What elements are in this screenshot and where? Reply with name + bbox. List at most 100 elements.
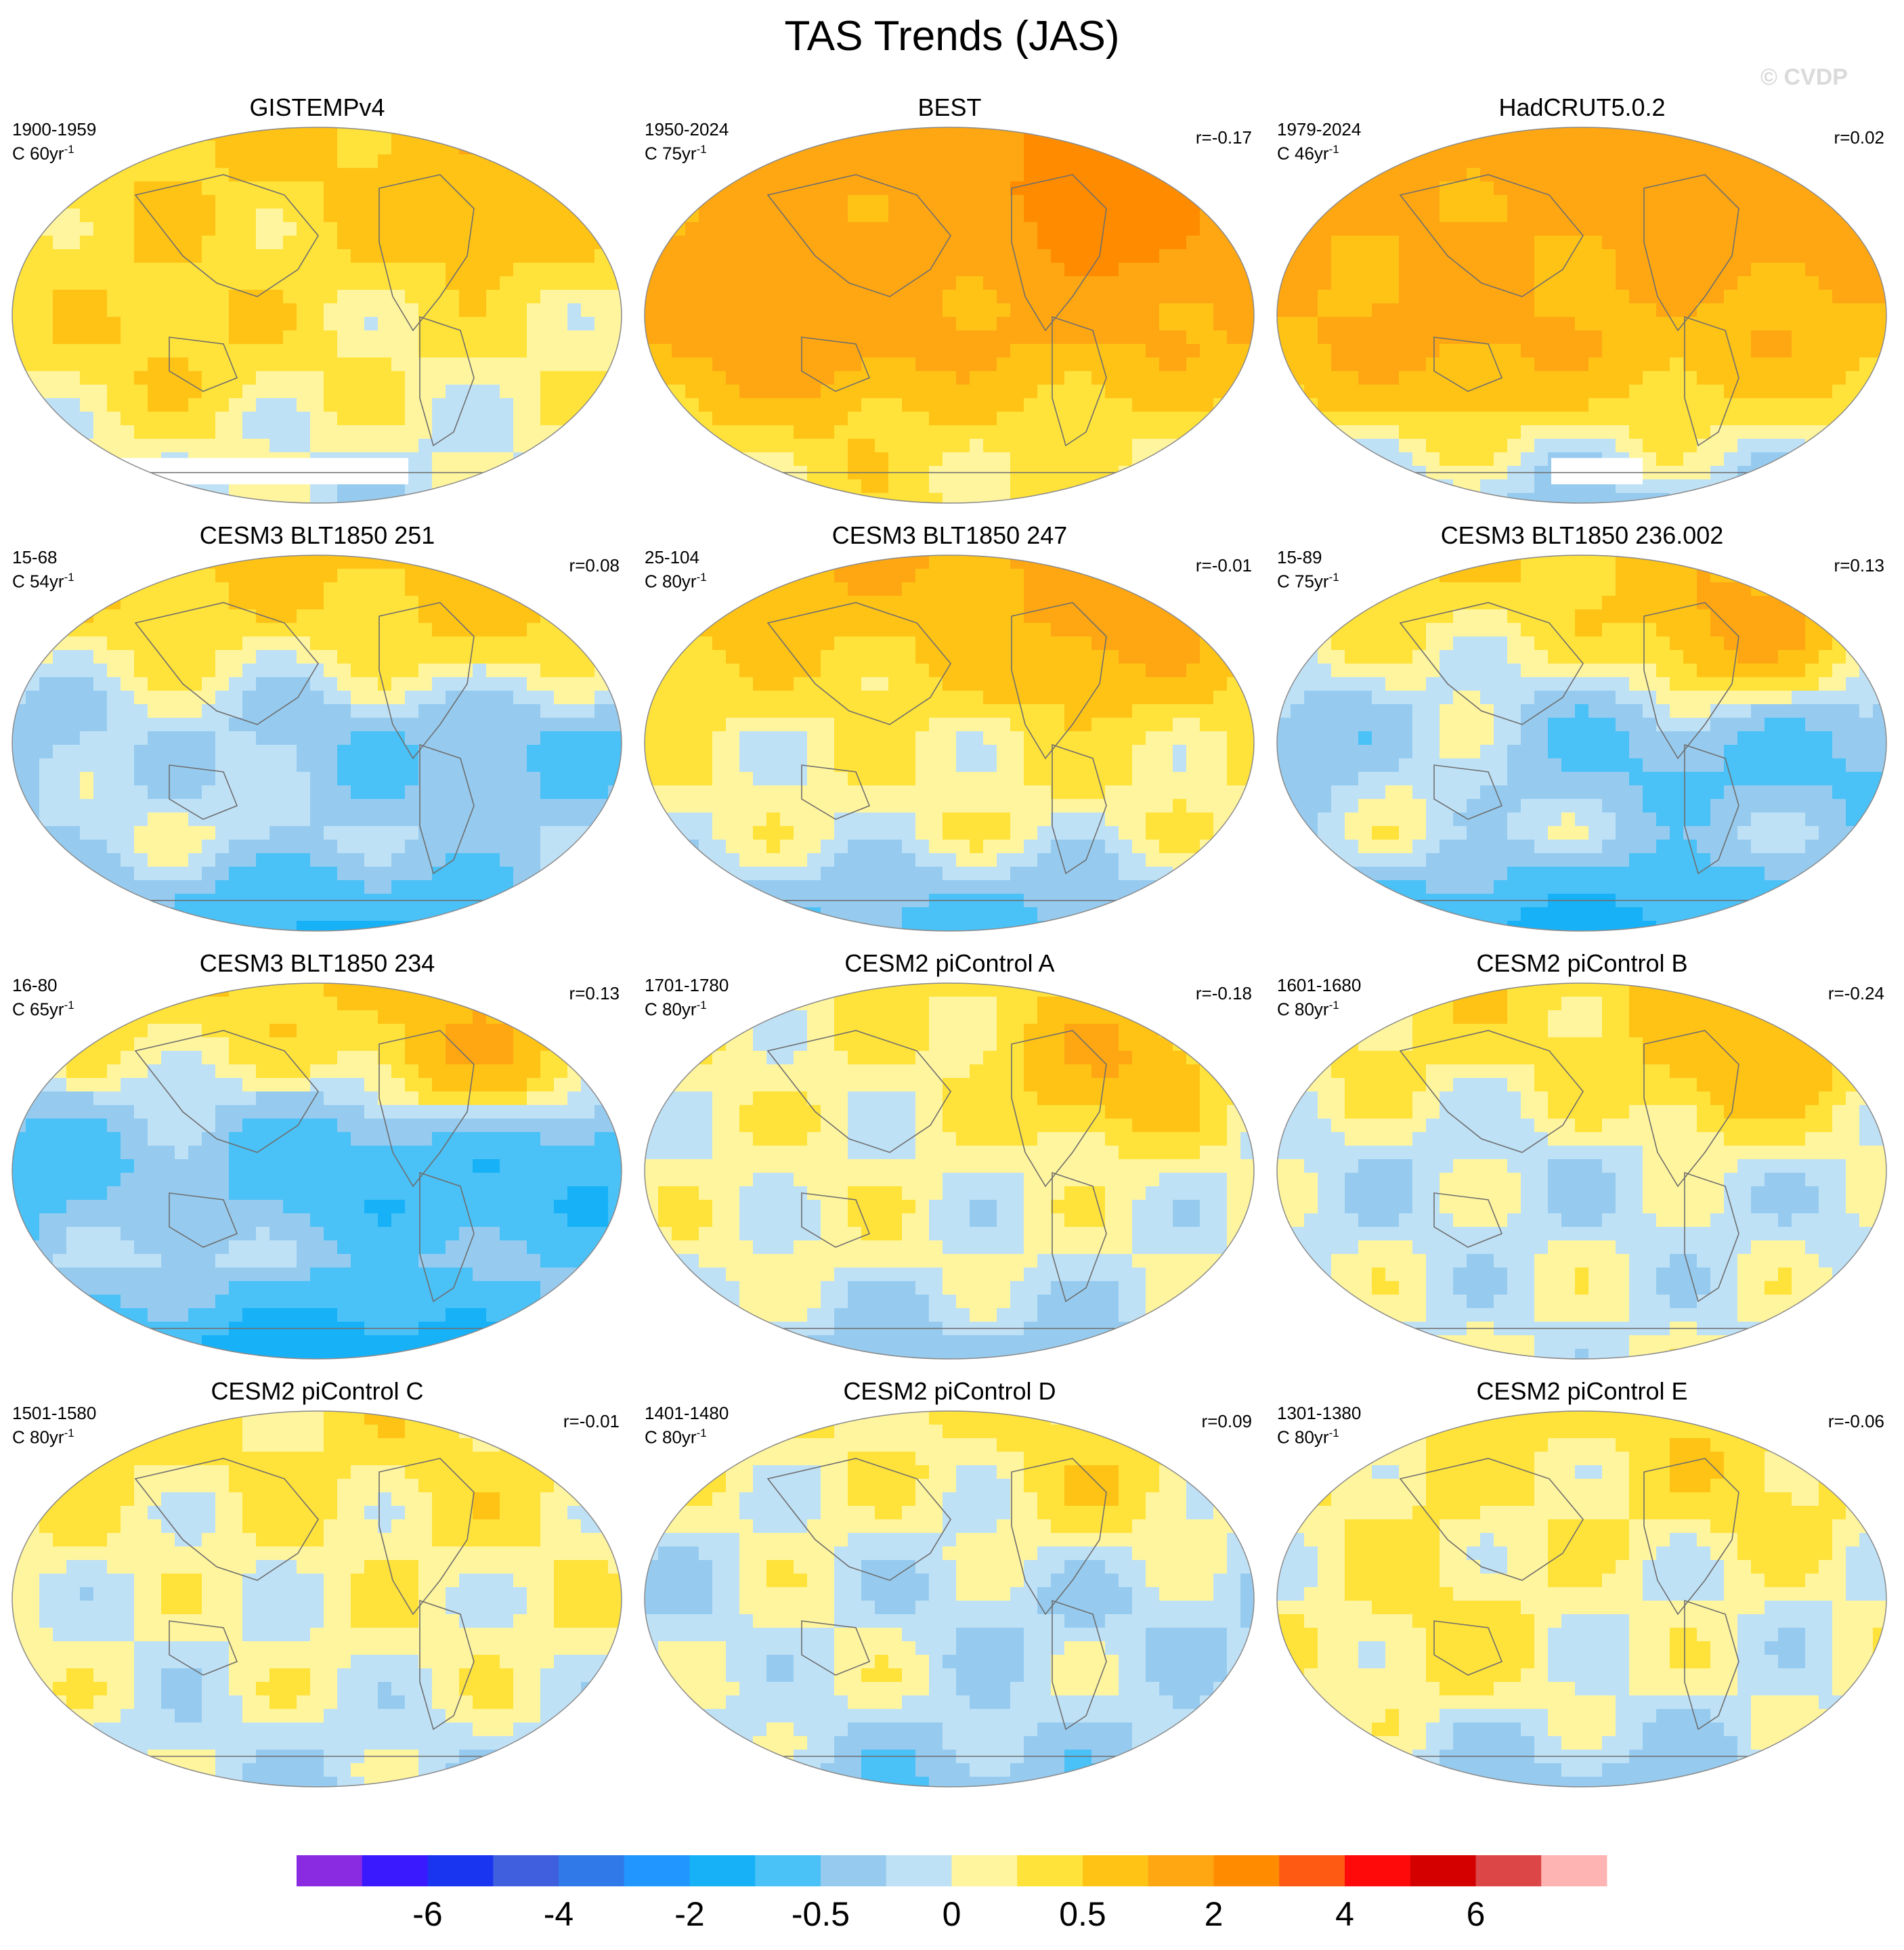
panel-correlation: r=-0.17 [1196, 127, 1252, 148]
panel-correlation: r=0.13 [1834, 555, 1884, 576]
panel-trend-length: C 80yr-1 [1277, 995, 1361, 1020]
panel-correlation: r=-0.01 [563, 1411, 620, 1432]
panel-title: CESM3 BLT1850 247 [632, 521, 1267, 550]
panel-trend-length: C 60yr-1 [12, 139, 96, 164]
colorbar-swatch [1541, 1855, 1607, 1886]
panel-trend-length: C 46yr-1 [1277, 139, 1361, 164]
colorbar-tick-label: -0.5 [792, 1895, 850, 1933]
panel-title: CESM3 BLT1850 236.002 [1265, 521, 1899, 550]
panel-period: 15-68 [12, 547, 74, 567]
panel-period: 1301-1380 [1277, 1403, 1361, 1423]
colorbar-swatch [1410, 1855, 1476, 1886]
colorbar-swatch [1148, 1855, 1214, 1886]
colorbar-swatch [624, 1855, 690, 1886]
colorbar-tick-label: -6 [412, 1895, 442, 1933]
panel-period: 1950-2024 [645, 119, 729, 139]
panel-period: 1979-2024 [1277, 119, 1361, 139]
panel-period: 16-80 [12, 975, 74, 995]
panel-trend-length: C 75yr-1 [645, 139, 729, 164]
panel-correlation: r=-0.01 [1196, 555, 1252, 576]
panel-trend-length: C 75yr-1 [1277, 567, 1339, 592]
colorbar-swatch [1017, 1855, 1083, 1886]
panel-title: CESM2 piControl E [1265, 1377, 1899, 1406]
panel-correlation: r=-0.18 [1196, 983, 1252, 1004]
colorbar-tick-label: 2 [1205, 1895, 1224, 1933]
panel-correlation: r=0.13 [569, 983, 620, 1004]
colorbar-swatch [1476, 1855, 1542, 1886]
colorbar-swatch [1214, 1855, 1280, 1886]
panel-correlation: r=-0.24 [1828, 983, 1884, 1004]
panel-period: 1701-1780 [645, 975, 729, 995]
colorbar-svg: -6 -4 -2 -0.5 0 0.5 2 4 6 [0, 1855, 1904, 1947]
panel-correlation: r=-0.06 [1828, 1411, 1884, 1432]
panel-period: 15-89 [1277, 547, 1339, 567]
colorbar: -6 -4 -2 -0.5 0 0.5 2 4 6 [0, 1855, 1904, 1947]
panel-period: 1900-1959 [12, 119, 96, 139]
panel-correlation: r=0.02 [1834, 127, 1884, 148]
colorbar-swatch [493, 1855, 559, 1886]
panel-correlation: r=0.09 [1202, 1411, 1252, 1432]
colorbar-swatch [690, 1855, 756, 1886]
colorbar-swatch [362, 1855, 428, 1886]
colorbar-tick-label: -4 [544, 1895, 574, 1933]
panel-title: CESM2 piControl C [0, 1377, 634, 1406]
watermark: © CVDP [1760, 64, 1848, 91]
colorbar-tick-label: 0 [943, 1895, 961, 1933]
panel-trend-length: C 65yr-1 [12, 995, 74, 1020]
panel-title: CESM2 piControl A [632, 949, 1267, 978]
panel-period: 25-104 [645, 547, 707, 567]
colorbar-tick-label: 6 [1467, 1895, 1486, 1933]
panel-title: GISTEMPv4 [0, 93, 634, 122]
panel-trend-length: C 80yr-1 [645, 567, 707, 592]
panel-trend-length: C 80yr-1 [645, 995, 729, 1020]
panel-title: HadCRUT5.0.2 [1265, 93, 1899, 122]
panel-period: 1501-1580 [12, 1403, 96, 1423]
colorbar-swatch [1083, 1855, 1148, 1886]
colorbar-tick-label: 0.5 [1059, 1895, 1106, 1933]
panel-trend-length: C 54yr-1 [12, 567, 74, 592]
map-field [1265, 521, 1899, 948]
panel-period: 1401-1480 [645, 1403, 729, 1423]
colorbar-swatch [297, 1855, 362, 1886]
panel-correlation: r=0.08 [569, 555, 620, 576]
colorbar-swatch [1279, 1855, 1345, 1886]
colorbar-swatch [821, 1855, 886, 1886]
panel-title: CESM3 BLT1850 251 [0, 521, 634, 550]
panel-title: CESM3 BLT1850 234 [0, 949, 634, 978]
panel-trend-length: C 80yr-1 [645, 1423, 729, 1448]
panel-trend-length: C 80yr-1 [1277, 1423, 1361, 1448]
panel-period: 1601-1680 [1277, 975, 1361, 995]
colorbar-tick-label: -2 [674, 1895, 704, 1933]
panel-title: CESM2 piControl B [1265, 949, 1899, 978]
colorbar-swatch [952, 1855, 1018, 1886]
figure-title: TAS Trends (JAS) [0, 12, 1904, 60]
colorbar-swatch [755, 1855, 821, 1886]
map-field [632, 521, 1267, 948]
colorbar-tick-label: 4 [1335, 1895, 1354, 1933]
colorbar-swatch [559, 1855, 624, 1886]
colorbar-swatch [886, 1855, 952, 1886]
